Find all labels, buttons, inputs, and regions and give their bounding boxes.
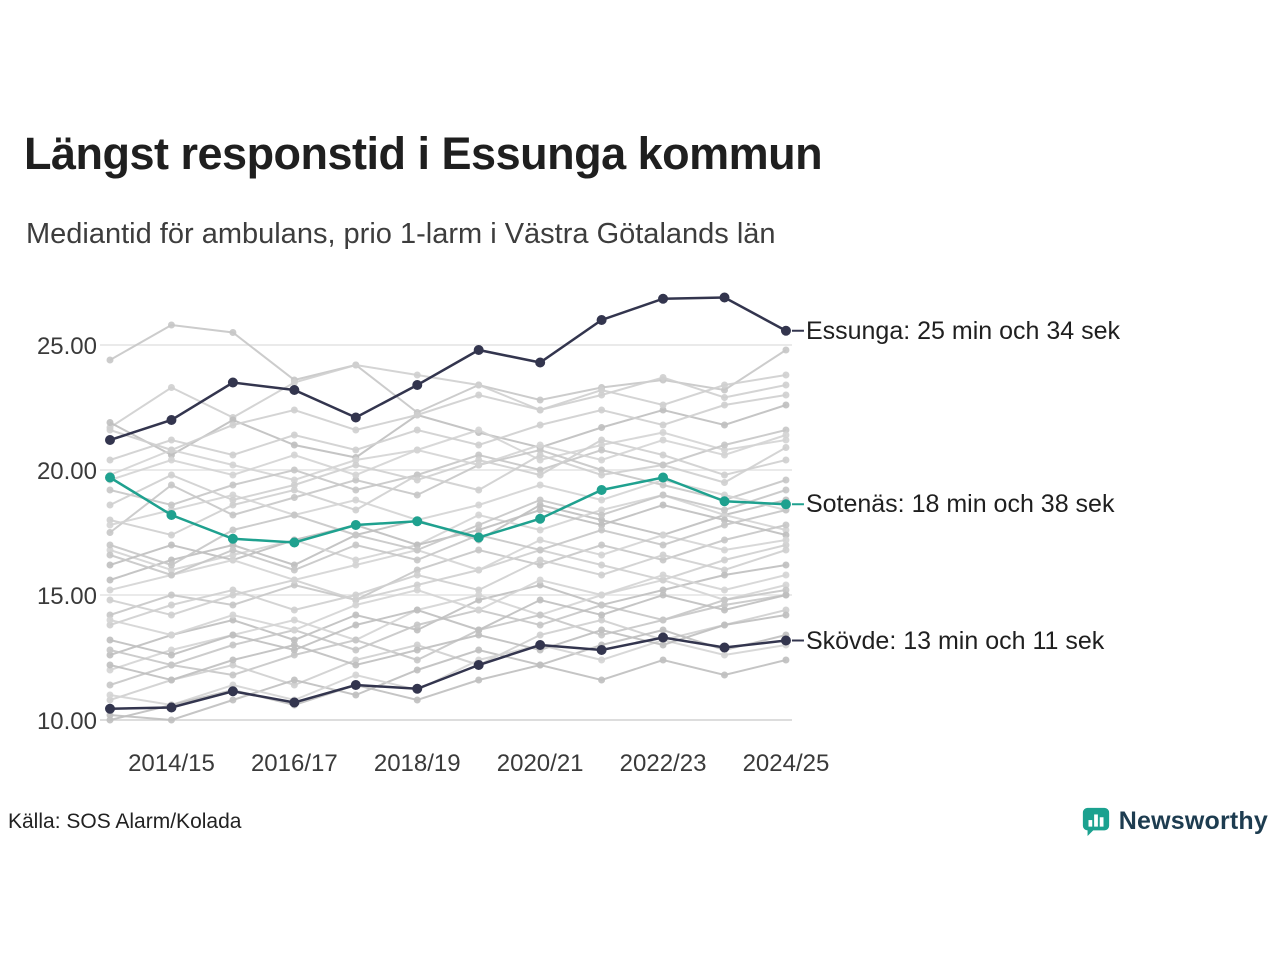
background-series [106, 546, 790, 629]
background-series [106, 571, 790, 639]
newsworthy-logo: Newsworthy [1081, 806, 1268, 836]
x-tick-label: 2024/25 [743, 750, 830, 777]
annotation-0: Essunga: 25 min och 34 sek [805, 316, 1121, 345]
background-series [106, 371, 790, 454]
background-series [106, 656, 790, 724]
series-essunga [105, 292, 804, 445]
background-series-group [106, 321, 790, 724]
y-tick-label: 15.00 [37, 583, 97, 610]
source-note: Källa: SOS Alarm/Kolada [8, 810, 242, 833]
x-tick-label: 2018/19 [374, 750, 461, 777]
background-series [106, 426, 790, 484]
series-skövde [105, 632, 804, 714]
x-tick-label: 2020/21 [497, 750, 584, 777]
background-series [106, 521, 790, 619]
page-title: Längst responstid i Essunga kommun [24, 128, 823, 179]
x-tick-label: 2014/15 [128, 750, 215, 777]
background-series [106, 611, 790, 684]
series-sotenäs [105, 472, 804, 548]
y-tick-label: 25.00 [37, 333, 97, 360]
background-series [106, 426, 790, 509]
x-tick-label: 2022/23 [620, 750, 707, 777]
background-series [106, 431, 790, 484]
background-series [106, 591, 790, 659]
newsworthy-icon [1082, 807, 1109, 836]
background-series [106, 401, 790, 461]
y-tick-label: 10.00 [37, 708, 97, 735]
page-subtitle: Mediantid för ambulans, prio 1-larm i Vä… [26, 218, 776, 250]
newsworthy-wordmark: Newsworthy [1118, 806, 1268, 835]
background-series [106, 586, 790, 669]
x-axis-labels: 2014/15 2016/17 2018/19 2020/21 2022/23 2024/… [128, 750, 829, 777]
annotation-2: Skövde: 13 min och 11 sek [805, 626, 1105, 655]
y-tick-label: 20.00 [37, 458, 97, 485]
annotation-1: Sotenäs: 18 min och 38 sek [805, 490, 1115, 519]
background-series [106, 436, 790, 509]
background-series [106, 391, 790, 464]
x-tick-label: 2016/17 [251, 750, 338, 777]
